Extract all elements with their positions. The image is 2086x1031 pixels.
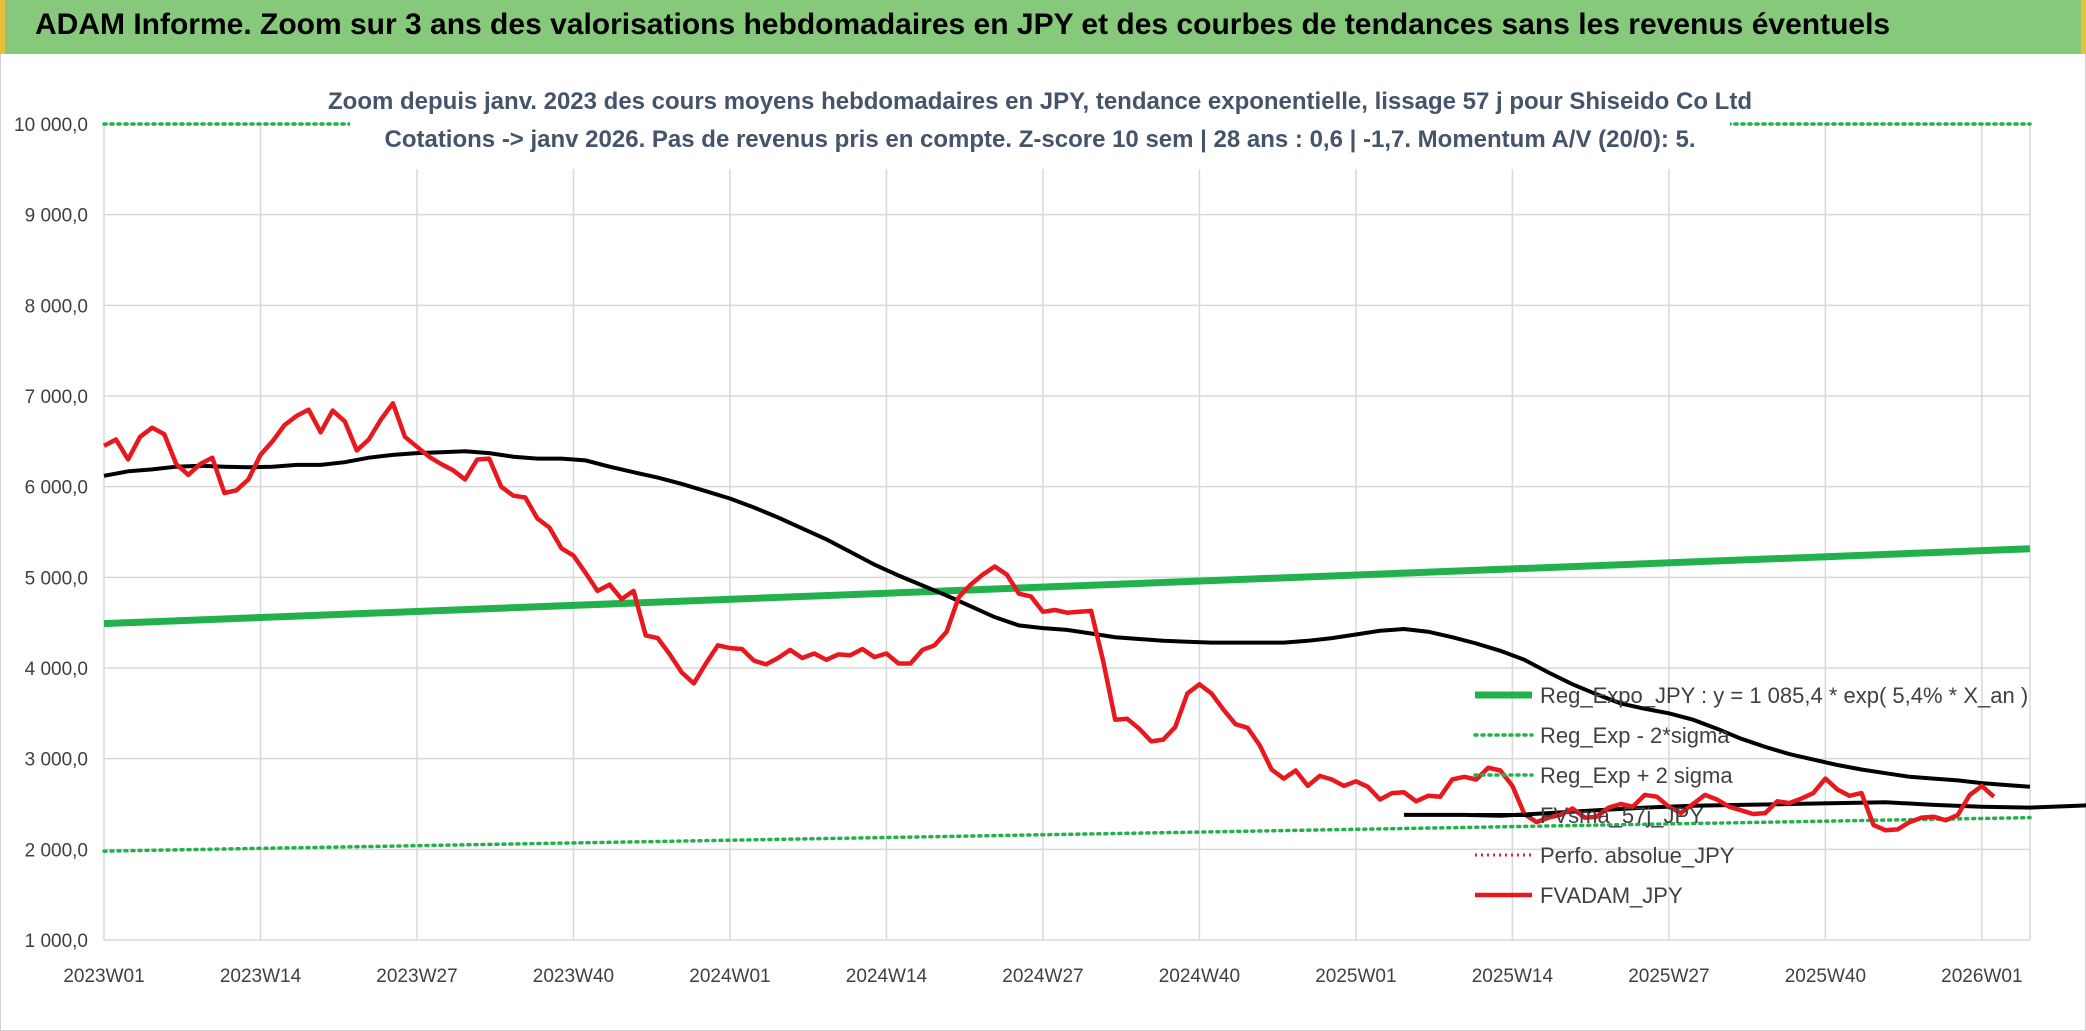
y-tick-label: 10 000,0	[14, 115, 88, 136]
report-title: ADAM Informe. Zoom sur 3 ans des valoris…	[35, 8, 1891, 41]
x-tick-label: 2023W40	[533, 966, 614, 987]
chart-series	[102, 122, 2086, 853]
y-tick-label: 4 000,0	[25, 659, 88, 680]
legend-label: Reg_Exp - 2*sigma	[1540, 723, 1730, 748]
fv-sma-line	[1909, 774, 2031, 789]
y-tick-label: 9 000,0	[25, 206, 88, 227]
legend-label: Perfo. absolue_JPY	[1540, 843, 1735, 868]
reg-expo-line	[103, 545, 2031, 628]
x-tick-label: 2025W01	[1315, 966, 1396, 987]
chart-title-line-1: Zoom depuis janv. 2023 des cours moyens …	[328, 88, 1752, 115]
legend-label: FVsma_57j_JPY	[1540, 803, 1704, 828]
chart-title-line-2: Cotations -> janv 2026. Pas de revenus p…	[384, 126, 1695, 153]
x-axis: 2023W01 2023W14 2023W27 2023W40 2024W01 2024W…	[63, 966, 2022, 987]
chart-title-background	[350, 74, 1730, 169]
fv-sma-line	[103, 449, 1910, 779]
legend-label: FVADAM_JPY	[1540, 883, 1683, 908]
x-tick-label: 2024W14	[846, 966, 928, 987]
x-tick-label: 2024W27	[1002, 966, 1083, 987]
legend-label: Reg_Expo_JPY : y = 1 085,4 * exp( 5,4% *…	[1540, 683, 2028, 708]
x-tick-label: 2026W01	[1941, 966, 2022, 987]
y-tick-label: 6 000,0	[25, 478, 88, 499]
line-chart: 1 000,0 2 000,0 3 000,0 4 000,0 5 000,0 6 000…	[14, 74, 2086, 987]
y-axis: 1 000,0 2 000,0 3 000,0 4 000,0 5 000,0 6 000…	[14, 115, 88, 952]
chart-legend: Reg_Expo_JPY : y = 1 085,4 * exp( 5,4% *…	[1473, 683, 2028, 908]
y-tick-label: 2 000,0	[25, 840, 88, 861]
legend-label: Reg_Exp + 2 sigma	[1540, 763, 1733, 788]
chart-grid	[103, 123, 2031, 941]
x-tick-label: 2023W01	[63, 966, 144, 987]
x-tick-label: 2025W14	[1472, 966, 1554, 987]
y-tick-label: 7 000,0	[25, 387, 88, 408]
x-tick-label: 2024W01	[689, 966, 770, 987]
reg-exp-minus-2sigma-line	[102, 815, 2032, 853]
x-tick-label: 2023W14	[220, 966, 302, 987]
y-tick-label: 3 000,0	[25, 750, 88, 771]
x-tick-label: 2024W40	[1159, 966, 1240, 987]
y-tick-label: 5 000,0	[25, 568, 88, 589]
y-tick-label: 1 000,0	[25, 931, 88, 952]
x-tick-label: 2025W40	[1785, 966, 1866, 987]
y-tick-label: 8 000,0	[25, 296, 88, 317]
report-banner: ADAM Informe. Zoom sur 3 ans des valoris…	[0, 0, 2086, 54]
chart-title: Zoom depuis janv. 2023 des cours moyens …	[328, 74, 1752, 169]
x-tick-label: 2023W27	[376, 966, 457, 987]
fvadam-line	[102, 401, 1996, 833]
x-tick-label: 2025W27	[1628, 966, 1709, 987]
